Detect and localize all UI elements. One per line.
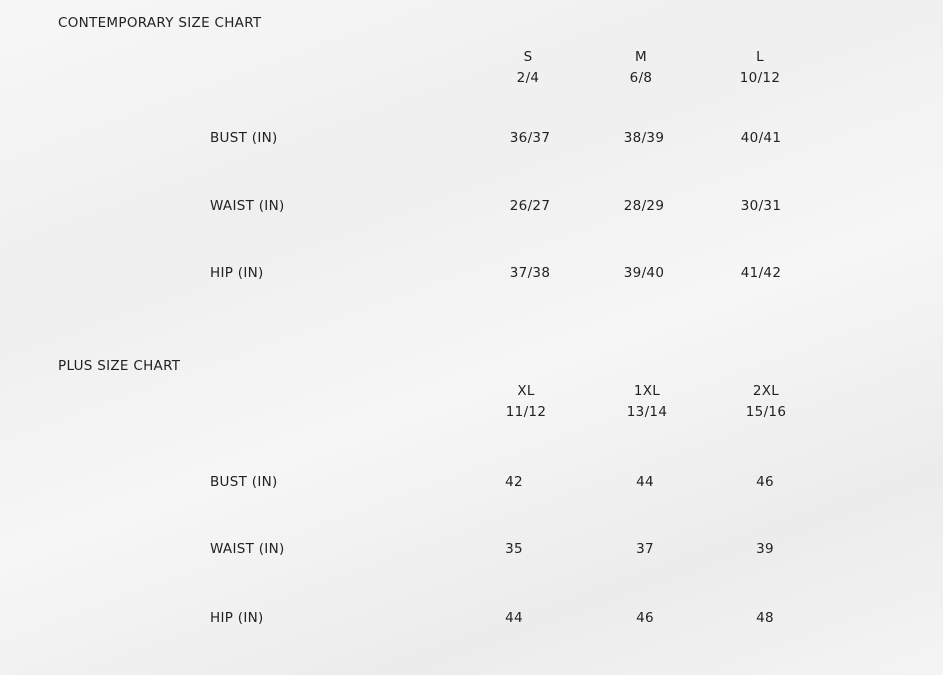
row-label: WAIST (IN): [210, 541, 285, 557]
row-label: WAIST (IN): [210, 198, 285, 214]
measurement-cell: 41/42: [740, 265, 782, 281]
size-header: S: [523, 49, 533, 65]
size-numeric-header: 13/14: [626, 404, 668, 420]
chart-title: PLUS SIZE CHART: [58, 358, 181, 374]
size-header: 1XL: [633, 383, 661, 399]
measurement-cell: 39: [756, 541, 774, 557]
size-header: XL: [517, 383, 535, 399]
row-label: HIP (IN): [210, 610, 264, 626]
measurement-cell: 46: [636, 610, 654, 626]
measurement-cell: 39/40: [623, 265, 665, 281]
size-header: M: [635, 49, 647, 65]
size-numeric-header: 6/8: [629, 70, 653, 86]
measurement-cell: 37/38: [509, 265, 551, 281]
measurement-cell: 46: [756, 474, 774, 490]
measurement-cell: 30/31: [740, 198, 782, 214]
measurement-cell: 28/29: [623, 198, 665, 214]
measurement-cell: 44: [636, 474, 654, 490]
measurement-cell: 40/41: [740, 130, 782, 146]
row-label: BUST (IN): [210, 130, 278, 146]
measurement-cell: 35: [505, 541, 523, 557]
size-numeric-header: 2/4: [516, 70, 540, 86]
measurement-cell: 36/37: [509, 130, 551, 146]
measurement-cell: 42: [505, 474, 523, 490]
measurement-cell: 48: [756, 610, 774, 626]
row-label: BUST (IN): [210, 474, 278, 490]
size-numeric-header: 10/12: [739, 70, 781, 86]
size-header: 2XL: [752, 383, 780, 399]
measurement-cell: 44: [505, 610, 523, 626]
size-numeric-header: 15/16: [745, 404, 787, 420]
measurement-cell: 38/39: [623, 130, 665, 146]
measurement-cell: 26/27: [509, 198, 551, 214]
chart-title: CONTEMPORARY SIZE CHART: [58, 15, 262, 31]
measurement-cell: 37: [636, 541, 654, 557]
size-header: L: [756, 49, 764, 65]
row-label: HIP (IN): [210, 265, 264, 281]
size-numeric-header: 11/12: [505, 404, 547, 420]
